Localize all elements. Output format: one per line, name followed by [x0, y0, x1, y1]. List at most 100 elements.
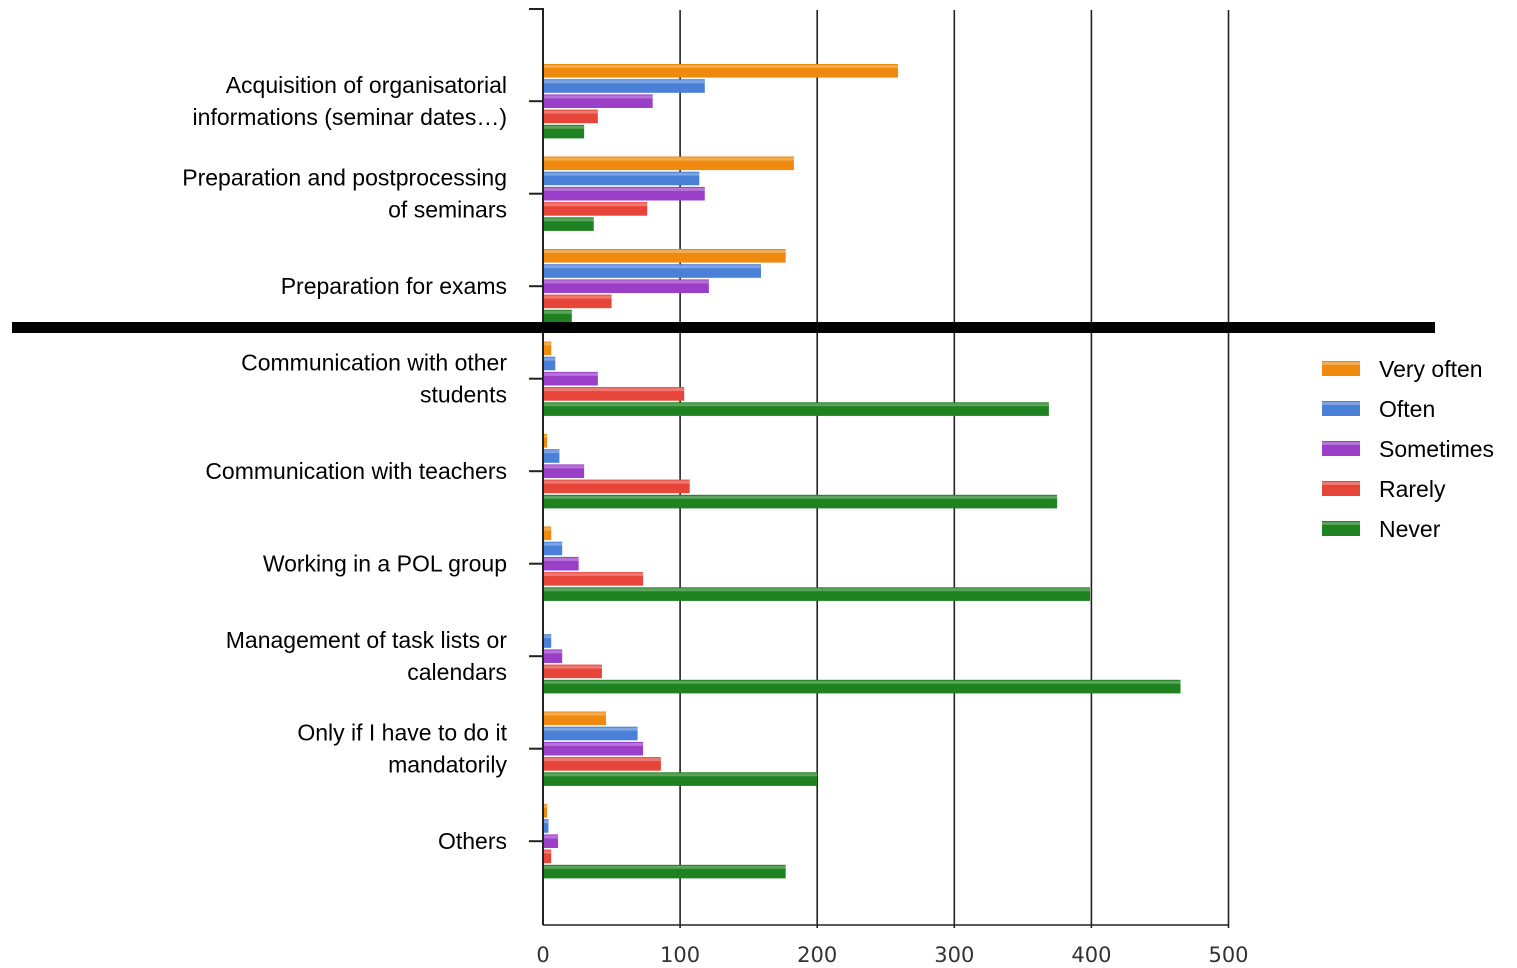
bar — [543, 572, 644, 586]
bar-highlight — [543, 742, 644, 746]
bar — [543, 94, 653, 108]
bar-highlight — [543, 187, 705, 191]
bar-highlight — [543, 527, 552, 531]
bar-highlight — [543, 588, 1091, 592]
category-label: mandatorily — [388, 752, 507, 778]
bar — [543, 109, 598, 124]
category-label: Preparation and postprocessing — [182, 165, 507, 191]
bar — [543, 679, 1181, 694]
bar — [543, 171, 700, 186]
bar-highlight — [543, 758, 661, 762]
bar — [543, 479, 690, 494]
category-label: Acquisition of organisatorial — [226, 72, 507, 98]
bar — [543, 449, 560, 463]
bar — [543, 834, 559, 848]
bar-highlight — [543, 310, 572, 314]
legend-swatch — [1322, 401, 1360, 416]
legend-swatch-highlight — [1322, 362, 1360, 365]
grid — [679, 10, 1230, 928]
bar — [543, 264, 761, 278]
bar — [543, 434, 548, 448]
bar-highlight — [543, 110, 598, 114]
legend-swatch-highlight — [1322, 402, 1360, 405]
bar — [543, 186, 705, 201]
x-tick-label: 500 — [1208, 943, 1248, 967]
category-label: Working in a POL group — [263, 551, 507, 577]
bar — [543, 294, 612, 309]
category-label: Preparation for exams — [281, 273, 507, 299]
bar — [543, 402, 1049, 416]
bar — [543, 664, 602, 679]
axes: 0 100 200 300 400 500 — [12, 8, 1435, 967]
bar-highlight — [543, 80, 705, 84]
bar — [543, 849, 552, 864]
category-label: Communication with other — [241, 350, 507, 376]
bar — [543, 64, 899, 78]
category-label: Management of task lists or — [226, 627, 508, 653]
bar — [543, 649, 563, 663]
legend-swatch — [1322, 521, 1360, 536]
bar-highlight — [543, 557, 579, 561]
bar — [543, 526, 552, 541]
bar-highlight — [543, 665, 602, 669]
x-tick-label: 400 — [1071, 943, 1111, 967]
bar — [543, 156, 794, 171]
category-label: Only if I have to do it — [297, 720, 507, 746]
bar-highlight — [543, 773, 818, 777]
bar-highlight — [543, 95, 653, 99]
bar-highlight — [543, 157, 794, 161]
bar — [543, 309, 572, 324]
category-label: informations (seminar dates…) — [193, 104, 507, 130]
bar-highlight — [543, 727, 638, 731]
legend-swatch-highlight — [1322, 482, 1360, 485]
bar-highlight — [543, 203, 648, 207]
bar-highlight — [543, 280, 709, 284]
bar — [543, 464, 585, 478]
bar-highlight — [543, 835, 559, 839]
x-tick-label: 0 — [536, 943, 549, 967]
bar — [543, 79, 705, 93]
bar-highlight — [543, 357, 556, 361]
bar-highlight — [543, 218, 594, 222]
bar-highlight — [543, 388, 685, 392]
bar-highlight — [543, 495, 1058, 499]
bar-highlight — [543, 342, 552, 346]
bar-highlight — [543, 450, 560, 454]
legend-label: Very often — [1379, 356, 1483, 382]
bar-highlight — [543, 573, 644, 577]
category-labels: Acquisition of organisatorial information… — [182, 72, 507, 854]
legend-swatch — [1322, 481, 1360, 496]
bar-highlight — [543, 480, 690, 484]
bar — [543, 279, 709, 293]
bar — [543, 541, 563, 556]
bar — [543, 772, 818, 786]
bar — [543, 864, 786, 879]
legend-label: Never — [1379, 516, 1441, 542]
legend-label: Rarely — [1379, 476, 1446, 502]
bar — [543, 757, 661, 771]
bar-highlight — [543, 65, 899, 68]
x-tick-label: 300 — [934, 943, 974, 967]
divider-bar — [12, 322, 1435, 333]
bar-highlight — [543, 680, 1181, 684]
bar-highlight — [543, 865, 786, 869]
bar-highlight — [543, 125, 585, 129]
bar — [543, 634, 552, 648]
category-label: Communication with teachers — [205, 458, 507, 484]
category-label: Others — [438, 828, 507, 854]
legend-swatch — [1322, 441, 1360, 456]
legend: Very often Often Sometimes Rarely Never — [1322, 356, 1494, 542]
bar-highlight — [543, 265, 761, 269]
bar — [543, 124, 585, 139]
legend-label: Often — [1379, 396, 1435, 422]
bar — [543, 387, 685, 401]
bar-highlight — [543, 820, 549, 824]
bar — [543, 494, 1058, 509]
legend-swatch — [1322, 361, 1360, 376]
bar — [543, 371, 598, 386]
bar — [543, 819, 549, 833]
bar — [543, 556, 579, 571]
bar-highlight — [543, 403, 1049, 407]
legend-swatch-highlight — [1322, 442, 1360, 445]
category-label: calendars — [407, 659, 507, 685]
